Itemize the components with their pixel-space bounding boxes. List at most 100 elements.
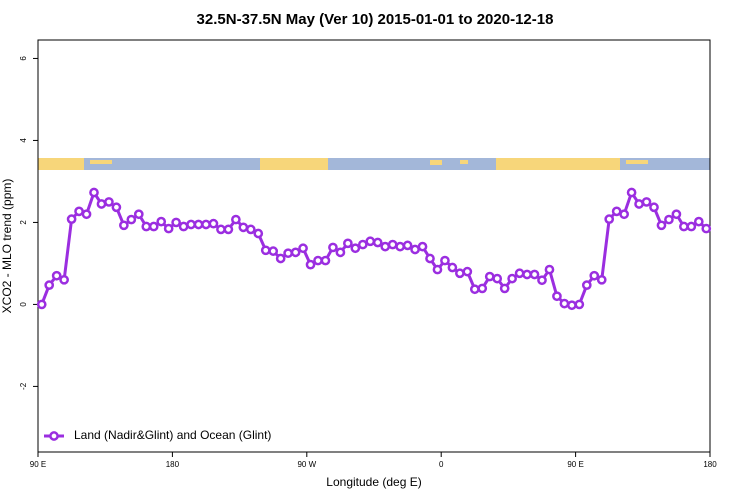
data-point [514,268,525,279]
data-point [581,280,592,291]
data-point [529,269,540,280]
data-point [163,223,174,234]
x-tick-label: 180 [703,460,717,469]
x-tick-label: 90 W [297,460,316,469]
data-point [440,255,450,266]
data-point [201,219,211,230]
data-point [432,264,443,275]
legend-marker [49,431,59,441]
data-point [119,220,129,231]
data-line [40,189,708,307]
data-point [462,266,473,277]
data-point [507,273,517,284]
data-point [477,283,488,294]
data-point [186,219,196,230]
data-point [425,253,435,264]
data-point [208,218,219,229]
data-point [305,259,316,270]
data-point [596,274,607,285]
y-tick-label: 2 [19,220,28,225]
data-point [619,209,629,220]
data-point [350,243,361,254]
data-point [410,244,420,255]
data-point [51,270,62,281]
y-axis-label: XCO2 - MLO trend (ppm) [0,179,14,314]
data-point [141,221,152,232]
data-point [44,280,55,291]
data-point [544,264,555,275]
data-point [589,270,600,281]
x-tick-label: 0 [439,460,444,469]
data-point [253,228,264,239]
data-point [66,214,77,224]
data-point [275,253,286,264]
data-point [126,214,137,225]
y-tick-label: 4 [19,138,28,143]
data-point [238,222,249,233]
data-point [335,247,346,258]
data-point [552,291,562,302]
data-point [455,268,465,279]
data-point [74,206,84,217]
data-point [634,199,644,209]
plot-frame [37,39,711,453]
data-point [216,224,226,235]
data-point [402,240,413,251]
data-point [447,262,458,273]
data-point [417,241,428,252]
data-point [104,197,114,207]
data-point [245,224,256,235]
data-point [320,255,331,266]
data-point [328,242,338,253]
data-point [313,255,323,266]
data-point [260,245,271,256]
data-point [171,217,181,228]
data-point [656,220,667,231]
data-point [686,221,697,232]
data-point [641,197,652,207]
data-point [395,241,405,252]
data-point [567,300,577,311]
data-point [193,219,204,230]
data-point [537,275,547,286]
data-point [148,221,159,232]
data-point [611,206,622,217]
x-tick-label: 180 [166,460,180,469]
data-point [231,214,241,225]
data-point [343,238,353,249]
data-point [679,221,689,232]
data-point [701,223,712,234]
data-point [469,284,480,295]
data-point [499,283,510,294]
x-tick-label: 90 E [30,460,46,469]
y-tick-label: -2 [19,382,28,390]
data-point [357,239,368,250]
data-point [178,221,189,232]
data-point [380,241,391,252]
data-point [387,239,398,250]
legend-label: Land (Nadir&Glint) and Ocean (Glint) [74,428,271,442]
data-point [649,202,659,213]
data-point [223,224,234,235]
data-point [372,237,383,248]
data-point [36,299,47,310]
data-point [626,187,637,198]
data-point [133,209,144,220]
land-ocean-strip [38,158,710,170]
data-point [492,273,503,284]
x-axis-label: Longitude (deg E) [326,475,421,489]
data-point [522,269,532,280]
data-point [111,202,122,213]
data-point [693,216,704,227]
data-point [268,246,279,256]
data-point [89,187,99,198]
data-point [604,214,615,224]
data-point [290,247,301,258]
data-point [156,216,167,227]
data-point [559,298,570,309]
data-point [574,299,585,310]
chart-title: 32.5N-37.5N May (Ver 10) 2015-01-01 to 2… [197,11,554,28]
data-point [671,209,682,220]
data-point [283,248,293,259]
